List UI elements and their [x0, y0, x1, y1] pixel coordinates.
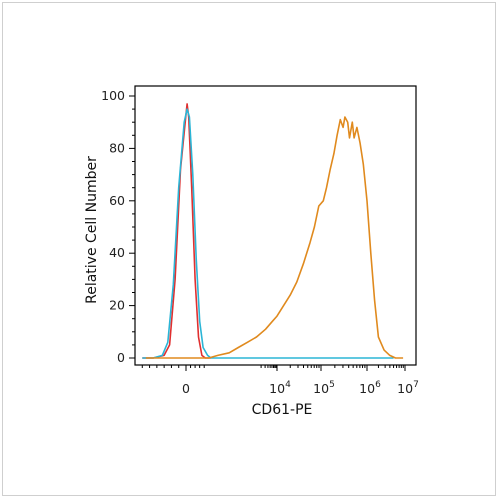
series-line-3 [145, 116, 404, 359]
x-tick-label: 104 [269, 380, 291, 396]
y-tick-label: 80 [109, 140, 125, 155]
tick-labels: 0 20 40 60 80 100 0 104 105 106 107 [101, 88, 419, 396]
figure-frame [2, 2, 496, 496]
x-tick-label: 0 [182, 381, 190, 396]
y-tick-label: 20 [109, 298, 125, 313]
x-tick-label: 105 [313, 380, 335, 396]
y-tick-label: 100 [101, 88, 125, 103]
axes [129, 85, 417, 371]
series-curves [142, 103, 404, 359]
series-line-2 [142, 108, 394, 359]
y-tick-label: 60 [109, 193, 125, 208]
x-tick-label: 107 [397, 380, 419, 396]
x-axis-title: CD61-PE [252, 402, 313, 418]
series-line-1 [142, 103, 211, 359]
y-tick-label: 0 [117, 350, 125, 365]
y-tick-label: 40 [109, 245, 125, 260]
y-axis-title: Relative Cell Number [84, 156, 100, 304]
x-tick-label: 106 [359, 380, 381, 396]
